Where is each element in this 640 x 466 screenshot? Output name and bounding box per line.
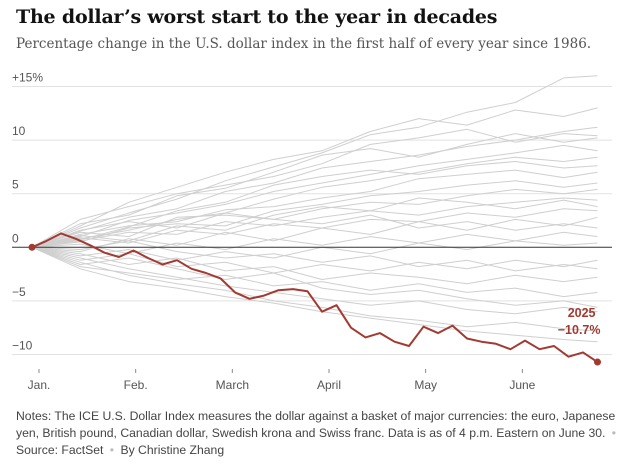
chart-subtitle: Percentage change in the U.S. dollar ind… — [16, 36, 592, 52]
background-series-line — [31, 246, 598, 285]
byline-text: By Christine Zhang — [120, 443, 225, 457]
x-tick-label: March — [216, 378, 249, 392]
background-series-line — [31, 188, 598, 248]
background-series-line — [31, 240, 598, 272]
background-series-line — [31, 156, 598, 248]
source-text: Source: FactSet — [16, 443, 104, 457]
background-series-line — [31, 246, 598, 298]
x-tick-label: June — [509, 378, 535, 392]
y-tick-label: 0 — [12, 231, 19, 245]
y-tick-label: −10 — [12, 339, 33, 353]
highlight-end-point — [594, 358, 601, 366]
background-series-line — [31, 161, 598, 248]
background-series-line — [31, 107, 598, 248]
y-tick-label: −5 — [12, 285, 26, 299]
background-series-line — [31, 246, 598, 332]
chart-title: The dollar’s worst start to the year in … — [16, 6, 498, 28]
highlight-series-line — [31, 232, 599, 363]
background-series-line — [31, 246, 598, 308]
background-series-line — [31, 212, 598, 248]
highlight-year-label: 2025 — [568, 306, 596, 320]
background-series-line — [31, 197, 598, 248]
background-series-line — [31, 126, 598, 248]
highlight-series-2025 — [28, 232, 601, 366]
background-series-line — [31, 75, 598, 248]
highlight-value-label: −10.7% — [558, 323, 601, 337]
background-series-line — [31, 216, 598, 253]
background-series-line — [31, 133, 598, 248]
chart-notes: Notes: The ICE U.S. Dollar Index measure… — [16, 408, 628, 459]
y-tick-label: 5 — [12, 178, 19, 192]
x-tick-label: Feb. — [124, 378, 148, 392]
background-series-line — [31, 144, 598, 248]
separator-dot: • — [611, 426, 617, 440]
background-series-line — [31, 180, 598, 248]
y-tick-label: 10 — [12, 124, 26, 138]
y-axis-tick-labels: +15% 10 5 0 −5 −10 — [12, 70, 43, 352]
background-series-line — [31, 169, 598, 248]
x-tick-label: Jan. — [28, 378, 51, 392]
highlight-start-point — [28, 243, 36, 251]
background-series-line — [31, 128, 598, 248]
x-tick-label: April — [317, 378, 341, 392]
x-axis-ticks: Jan. Feb. March April May June — [28, 369, 536, 392]
background-series-line — [31, 246, 598, 315]
y-tick-label: +15% — [12, 70, 43, 84]
notes-text: Notes: The ICE U.S. Dollar Index measure… — [16, 409, 616, 440]
separator-dot: • — [109, 443, 115, 457]
x-tick-label: May — [414, 378, 437, 392]
